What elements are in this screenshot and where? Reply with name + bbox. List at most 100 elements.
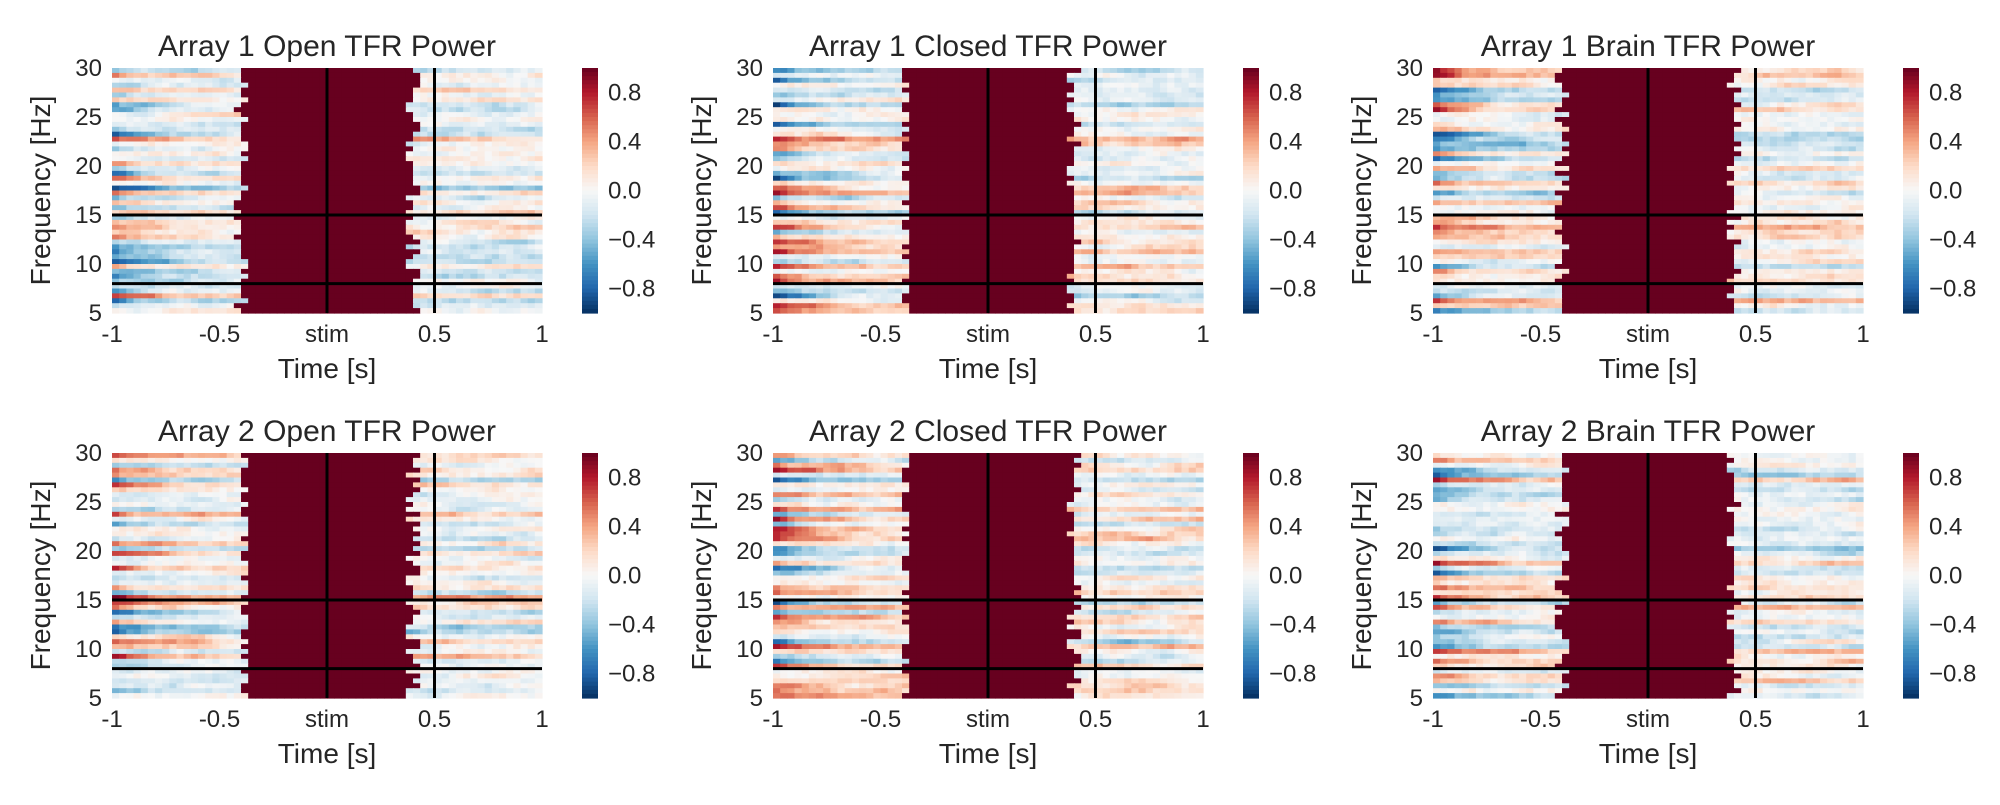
heatmap-cell <box>1002 205 1010 211</box>
heatmap-cell <box>162 249 170 255</box>
heatmap-cell <box>506 151 514 157</box>
heatmap-cell <box>313 137 321 143</box>
heatmap-cell <box>1081 142 1089 148</box>
heatmap-cell <box>1189 122 1197 128</box>
heatmap-cell <box>809 186 817 192</box>
heatmap-cell <box>277 83 285 89</box>
heatmap-cell <box>399 68 407 74</box>
heatmap-cell <box>349 107 357 113</box>
heatmap-cell <box>809 112 817 118</box>
heatmap-cell <box>809 195 817 201</box>
heatmap-cell <box>845 117 853 123</box>
heatmap-cell <box>873 142 881 148</box>
heatmap-cell <box>449 303 457 309</box>
heatmap-cell <box>845 132 853 138</box>
heatmap-cell <box>787 205 795 211</box>
heatmap-cell <box>363 254 371 260</box>
heatmap-cell <box>1167 68 1175 74</box>
heatmap-cell <box>255 259 263 265</box>
heatmap-cell <box>148 186 156 192</box>
heatmap-cell <box>809 97 817 103</box>
heatmap-cell <box>155 249 163 255</box>
heatmap-cell <box>1153 127 1161 133</box>
heatmap-cell <box>809 137 817 143</box>
heatmap-cell <box>1031 68 1039 74</box>
heatmap-cell <box>119 249 127 255</box>
heatmap-cell <box>1131 137 1139 143</box>
heatmap-cell <box>521 102 529 108</box>
heatmap-cell <box>141 259 149 265</box>
heatmap-cell <box>162 200 170 206</box>
heatmap-cell <box>1060 151 1068 157</box>
heatmap-cell <box>1074 127 1082 133</box>
heatmap-cell <box>1182 191 1190 197</box>
heatmap-cell <box>1074 200 1082 206</box>
heatmap-cell <box>1160 205 1168 211</box>
heatmap-cell <box>449 240 457 246</box>
heatmap-cell <box>995 171 1003 177</box>
heatmap-cell <box>795 88 803 94</box>
heatmap-cell <box>241 230 249 236</box>
heatmap-cell <box>220 117 228 123</box>
heatmap-cell <box>1182 78 1190 84</box>
heatmap-cell <box>852 195 860 201</box>
heatmap-cell <box>349 171 357 177</box>
colorbar-segment <box>582 137 598 142</box>
heatmap-cell <box>212 235 220 241</box>
heatmap-cell <box>1024 68 1032 74</box>
heatmap-cell <box>234 264 242 270</box>
heatmap-cell <box>974 112 982 118</box>
heatmap-cell <box>442 78 450 84</box>
heatmap-cell <box>1060 171 1068 177</box>
heatmap-cell <box>406 293 414 299</box>
heatmap-cell <box>191 161 199 167</box>
heatmap-cell <box>1038 171 1046 177</box>
heatmap-cell <box>845 102 853 108</box>
heatmap-cell <box>377 132 385 138</box>
heatmap-cell <box>959 137 967 143</box>
heatmap-cell <box>134 230 142 236</box>
heatmap-cell <box>263 289 271 295</box>
heatmap-cell <box>1153 200 1161 206</box>
heatmap-cell <box>506 97 514 103</box>
heatmap-cell <box>1017 117 1025 123</box>
heatmap-cell <box>809 205 817 211</box>
heatmap-cell <box>952 142 960 148</box>
heatmap-cell <box>263 186 271 192</box>
heatmap-cell <box>148 308 156 314</box>
heatmap-cell <box>284 230 292 236</box>
heatmap-cell <box>528 259 536 265</box>
heatmap-cell <box>306 78 314 84</box>
heatmap-cell <box>945 83 953 89</box>
heatmap-cell <box>134 93 142 99</box>
colorbar-segment <box>582 252 598 257</box>
heatmap-cell <box>356 195 364 201</box>
heatmap-cell <box>528 205 536 211</box>
heatmap-cell <box>1010 195 1018 201</box>
heatmap-cell <box>270 146 278 152</box>
heatmap-cell <box>1182 88 1190 94</box>
heatmap-cell <box>334 225 342 231</box>
heatmap-cell <box>1002 93 1010 99</box>
heatmap-cell <box>924 156 932 162</box>
heatmap-cell <box>995 151 1003 157</box>
heatmap-cell <box>349 264 357 270</box>
heatmap-cell <box>838 93 846 99</box>
heatmap-cell <box>456 274 464 280</box>
heatmap-cell <box>470 146 478 152</box>
heatmap-cell <box>413 68 421 74</box>
heatmap-cell <box>205 93 213 99</box>
heatmap-cell <box>212 127 220 133</box>
heatmap-cell <box>112 151 120 157</box>
heatmap-cell <box>406 132 414 138</box>
heatmap-cell <box>1074 166 1082 172</box>
heatmap-cell <box>184 166 192 172</box>
heatmap-cell <box>795 146 803 152</box>
heatmap-cell <box>184 249 192 255</box>
colorbar-segment <box>582 264 598 269</box>
heatmap-cell <box>499 235 507 241</box>
heatmap-cell <box>119 137 127 143</box>
heatmap-cell <box>1131 195 1139 201</box>
heatmap-cell <box>485 191 493 197</box>
heatmap-cell <box>255 112 263 118</box>
